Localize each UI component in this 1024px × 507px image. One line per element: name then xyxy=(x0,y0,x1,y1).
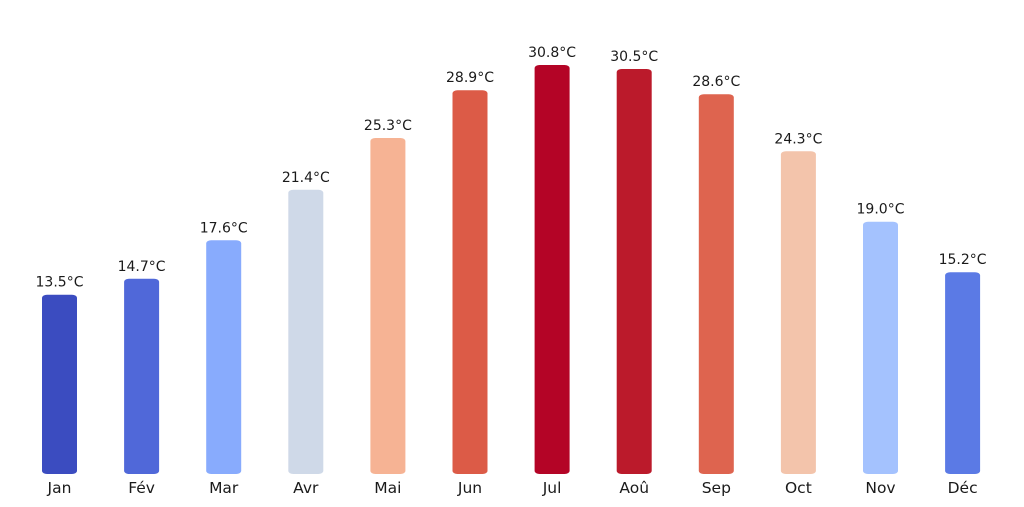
value-label-jun: 28.9°C xyxy=(446,70,494,86)
x-tick-label-jun: Jun xyxy=(457,479,482,497)
bar-nov xyxy=(863,221,898,474)
value-label-déc: 15.2°C xyxy=(939,252,987,268)
bar-jun xyxy=(452,90,488,474)
x-tick-label-mai: Mai xyxy=(374,479,401,497)
x-tick-label-sep: Sep xyxy=(702,479,731,497)
x-tick-label-jan: Jan xyxy=(47,479,72,497)
bar-aoû xyxy=(616,69,652,474)
x-tick-label-avr: Avr xyxy=(293,479,319,497)
value-label-avr: 21.4°C xyxy=(282,170,330,186)
x-tick-label-déc: Déc xyxy=(948,479,978,497)
bar-jan xyxy=(42,294,77,474)
x-tick-label-aoû: Aoû xyxy=(619,479,649,497)
bar-mar xyxy=(206,240,242,474)
value-label-jul: 30.8°C xyxy=(528,45,576,61)
bar-fév xyxy=(124,278,160,474)
x-axis-ticks: Jan Fév Mar Avr Mai Jun Jul Aoû Sep Oct Nov Déc xyxy=(47,479,978,497)
bar-jul xyxy=(534,65,570,474)
x-tick-label-jul: Jul xyxy=(542,479,562,497)
x-tick-label-fév: Fév xyxy=(128,479,155,497)
value-label-oct: 24.3°C xyxy=(774,131,822,147)
value-labels-layer: 13.5°C 14.7°C 17.6°C 21.4°C 25.3°C 28.9°C 30.8… xyxy=(36,45,987,291)
bar-oct xyxy=(780,151,816,475)
value-label-mai: 25.3°C xyxy=(364,118,412,134)
x-tick-label-nov: Nov xyxy=(865,479,895,497)
bar-avr xyxy=(288,189,324,475)
bars-layer xyxy=(42,65,981,475)
value-label-aoû: 30.5°C xyxy=(610,49,658,65)
x-tick-label-mar: Mar xyxy=(209,479,239,497)
bar-mai xyxy=(370,138,406,474)
x-tick-label-oct: Oct xyxy=(785,479,812,497)
value-label-jan: 13.5°C xyxy=(36,275,84,291)
value-label-nov: 19.0°C xyxy=(857,202,905,218)
bar-déc xyxy=(945,272,981,474)
bar-sep xyxy=(698,94,734,474)
value-label-fév: 14.7°C xyxy=(118,259,166,275)
value-label-mar: 17.6°C xyxy=(200,220,248,236)
value-label-sep: 28.6°C xyxy=(692,74,740,90)
